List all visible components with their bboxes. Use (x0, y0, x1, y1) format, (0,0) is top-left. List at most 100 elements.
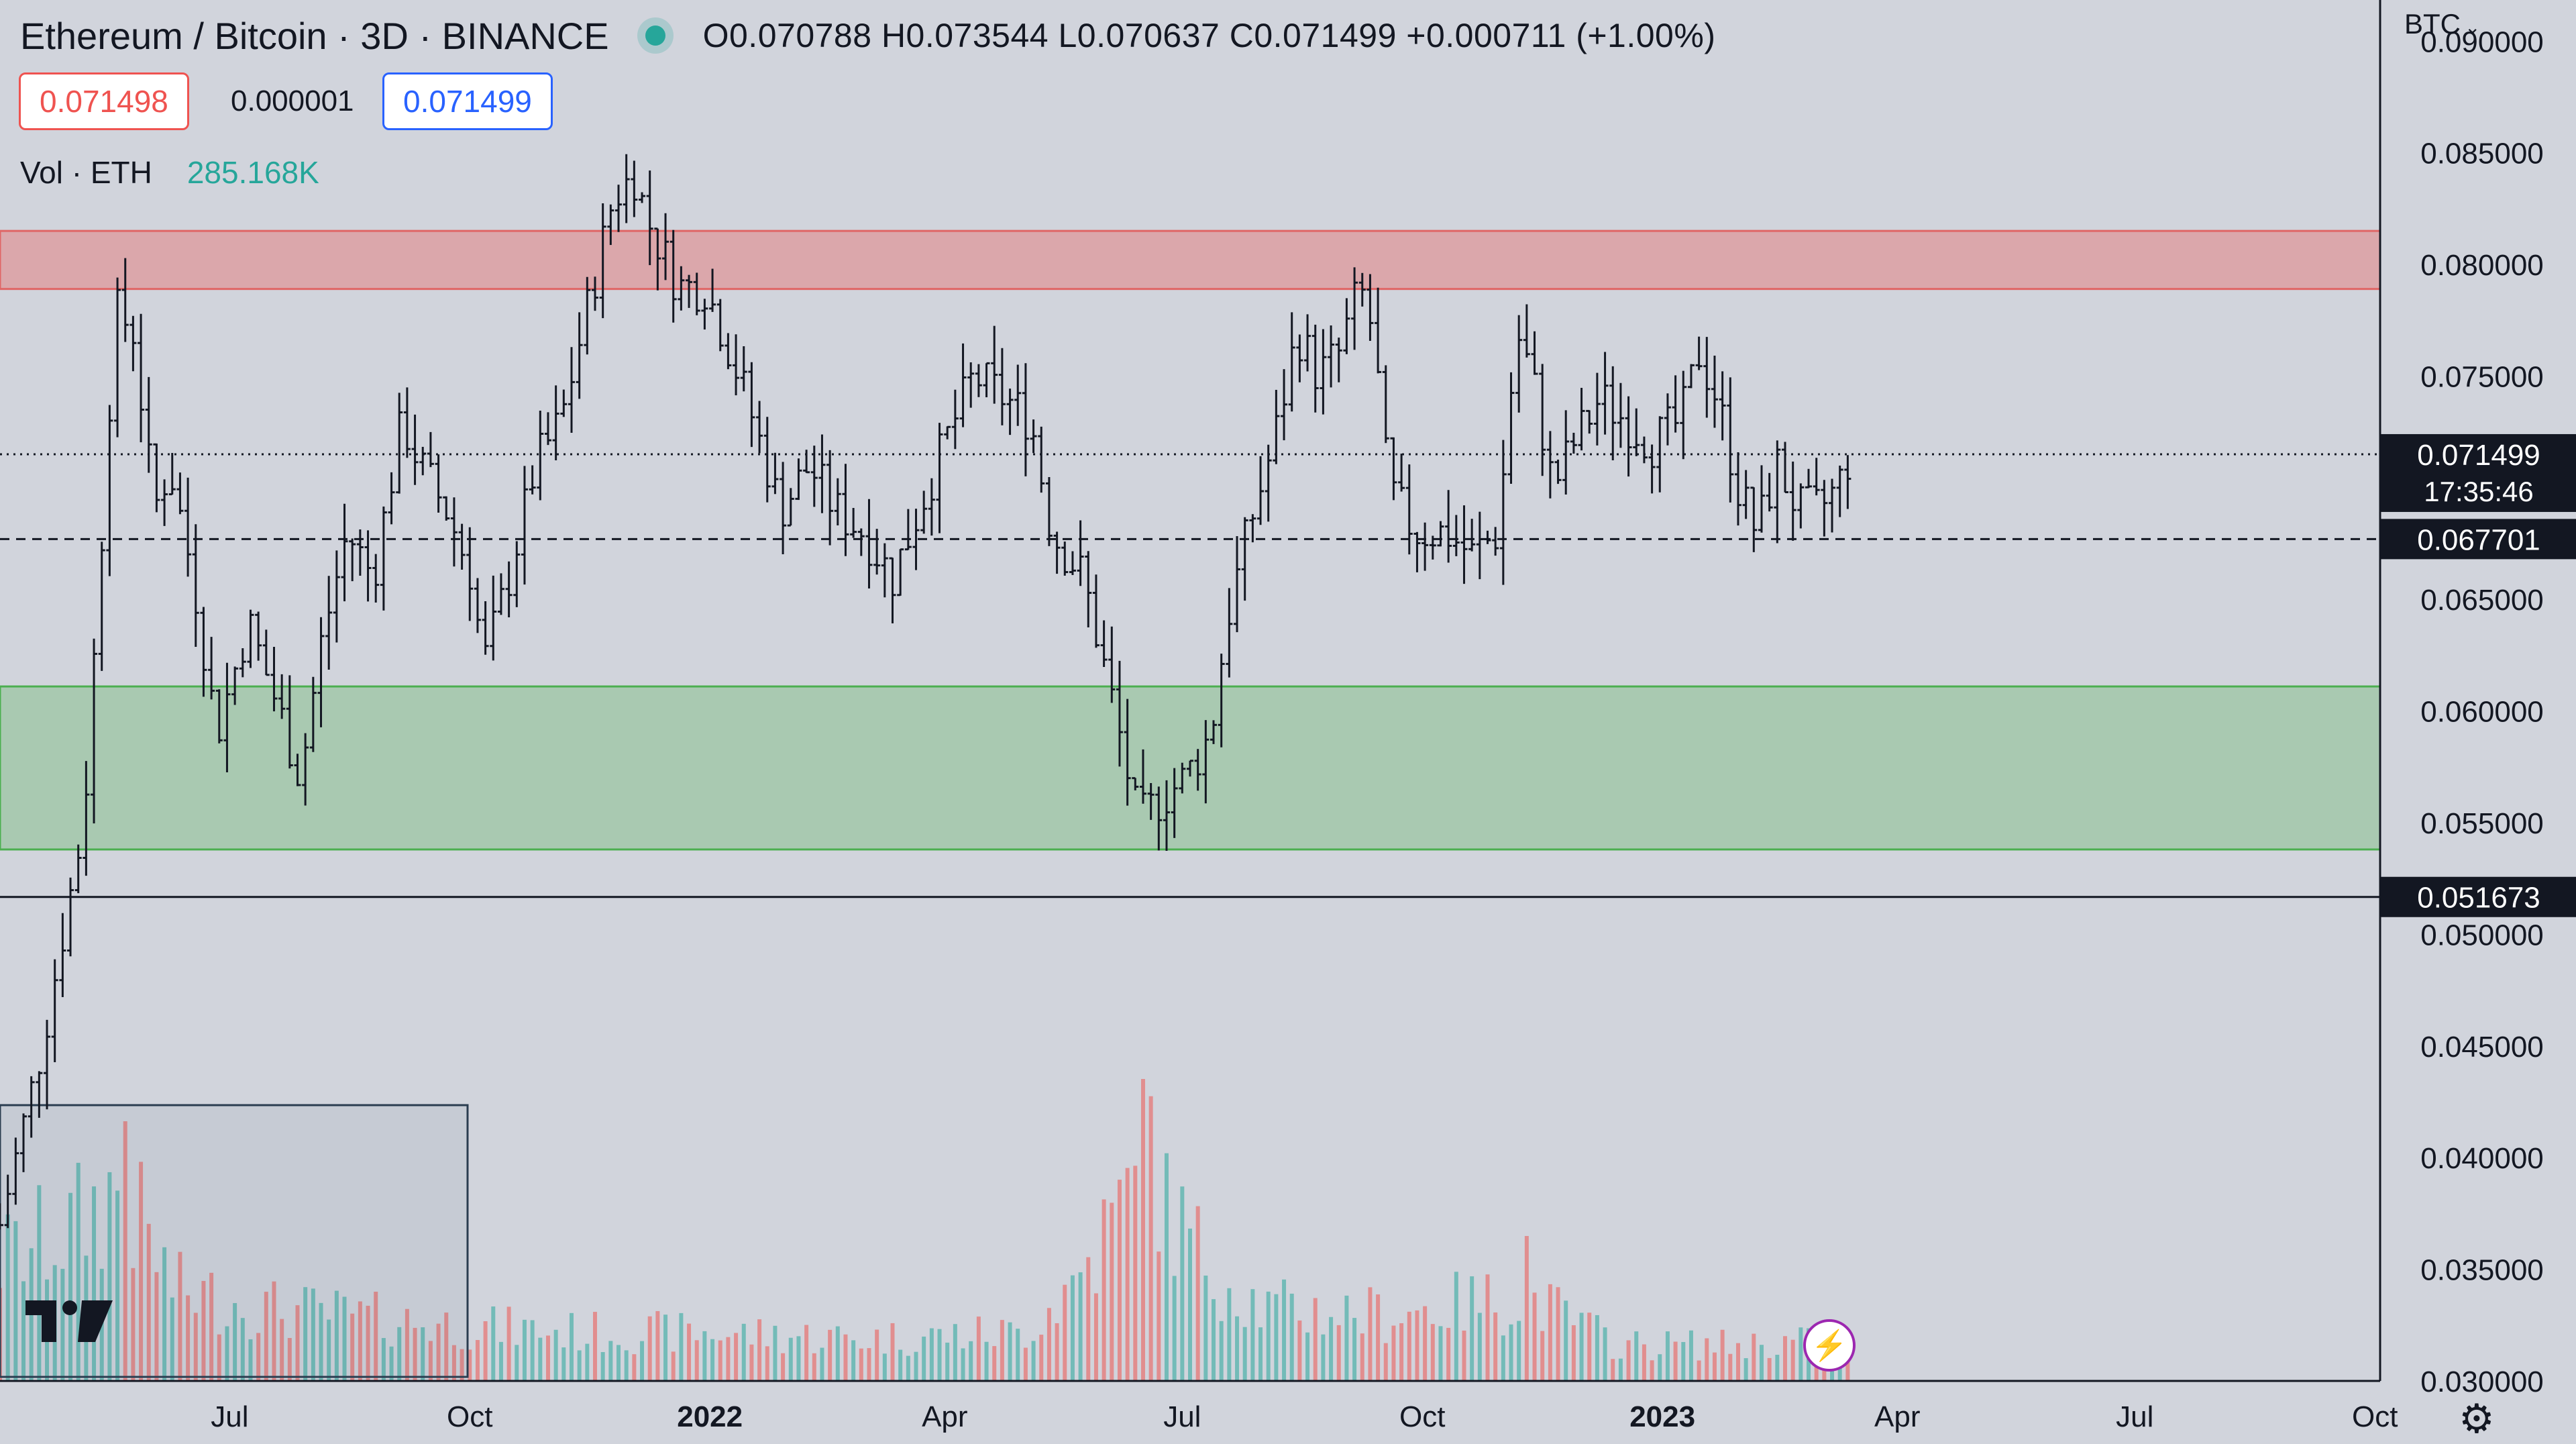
ohlc-bar (44, 1019, 51, 1110)
volume-bar (1579, 1312, 1584, 1381)
ohlc-bar (1288, 312, 1295, 412)
ohlc-bar (631, 160, 638, 217)
volume-bar (1673, 1341, 1678, 1381)
time-tick-label: Oct (447, 1400, 492, 1433)
ohlc-bar (168, 453, 176, 496)
ohlc-bar (928, 478, 935, 536)
volume-legend[interactable]: Vol · ETH 285.168K (20, 154, 319, 191)
price-line-label: 0.067701 (2417, 523, 2540, 556)
ohlc-bar (396, 393, 403, 494)
price-tick-label: 0.030000 (2420, 1365, 2544, 1398)
ohlc-bar (380, 506, 387, 611)
buy-price-button[interactable]: 0.071499 (382, 72, 553, 130)
time-tick-label: Apr (922, 1400, 967, 1433)
volume-bar (1180, 1186, 1185, 1381)
volume-bar (812, 1353, 816, 1381)
ohlc-bar (897, 548, 904, 597)
volume-bar (1321, 1334, 1326, 1381)
ohlc-bar (678, 266, 685, 311)
volume-bar (154, 1272, 159, 1381)
volume-bar (76, 1162, 80, 1381)
sell-price-button[interactable]: 0.071498 (19, 72, 189, 130)
ohlc-bar (733, 334, 740, 396)
volume-bar (1454, 1272, 1458, 1381)
ohlc-bar (998, 348, 1006, 425)
volume-bar (773, 1325, 777, 1381)
ohlc-bar (286, 675, 293, 769)
volume-bar (1157, 1251, 1161, 1381)
ohlc-bar (1100, 620, 1108, 668)
ohlc-bar (1531, 331, 1538, 375)
ohlc-bar (333, 550, 340, 643)
volume-bar (1611, 1359, 1615, 1381)
volume-bar (600, 1351, 605, 1381)
ohlc-bar (1476, 511, 1483, 580)
volume-bar (225, 1326, 229, 1381)
price-axis-ticks: 0.0900000.0850000.0800000.0750000.070000… (2420, 25, 2544, 1398)
volume-bar (1031, 1341, 1036, 1381)
volume-bar (491, 1306, 496, 1381)
ohlc-bar (1601, 352, 1609, 435)
volume-bar (1650, 1360, 1654, 1381)
tradingview-logo-icon[interactable] (25, 1295, 113, 1349)
currency-selector[interactable]: BTC ⌄ (2404, 8, 2480, 40)
volume-bar (131, 1268, 136, 1381)
volume-bar (60, 1268, 65, 1381)
price-tick-label: 0.050000 (2420, 919, 2544, 951)
lightning-icon[interactable]: ⚡ (1803, 1319, 1856, 1372)
ohlc-bar (1782, 442, 1788, 493)
volume-bar (468, 1349, 472, 1381)
ohlc-bar (991, 325, 998, 404)
volume-bar (757, 1319, 762, 1381)
ohlc-bar (1328, 325, 1335, 388)
symbol-title[interactable]: Ethereum / Bitcoin · 3D · BINANCE (20, 14, 609, 57)
ohlc-bar (1163, 780, 1170, 852)
ohlc-bar (1281, 369, 1288, 441)
ohlc-bar (129, 315, 137, 372)
ohlc-bar (67, 877, 74, 957)
ohlc-bar (1014, 364, 1022, 426)
volume-bar (898, 1349, 903, 1381)
volume-bar (788, 1337, 793, 1381)
ohlc-bar (231, 666, 239, 705)
ohlc-bar (1734, 452, 1741, 526)
volume-bar (5, 1214, 10, 1381)
ohlc-bar (1226, 588, 1233, 678)
ohlc-bar (669, 229, 677, 323)
ohlc-bar (1460, 505, 1468, 584)
volume-bar (327, 1319, 331, 1381)
ohlc-bar (262, 629, 270, 676)
ohlc-bar (1218, 654, 1225, 747)
settings-gear-icon[interactable]: ⚙ (2459, 1396, 2495, 1441)
ohlc-bar (1171, 768, 1178, 838)
countdown-label: 17:35:46 (2424, 476, 2534, 507)
volume-bar (1720, 1329, 1725, 1381)
volume-bar (146, 1223, 151, 1381)
resistance-zone[interactable] (0, 229, 2381, 291)
volume-bar (734, 1333, 739, 1381)
volume-bar (13, 1221, 18, 1381)
ohlc-bar (1320, 329, 1327, 415)
time-tick-label: Oct (2352, 1400, 2398, 1433)
volume-bar (992, 1346, 997, 1381)
ohlc-bar (1030, 419, 1037, 454)
selection-rectangle[interactable] (0, 1104, 469, 1378)
ohlc-bar (740, 346, 747, 392)
ohlc-bar (1234, 535, 1241, 633)
volume-bar (193, 1312, 198, 1381)
volume-bar (1391, 1325, 1396, 1381)
ohlc-bar (1656, 416, 1664, 493)
ohlc-bar (623, 154, 630, 223)
ohlc-bar (701, 299, 708, 330)
ohlc-bar (247, 609, 254, 668)
volume-bar (820, 1347, 824, 1381)
ohlc-bar (1108, 626, 1116, 703)
volume-bar (961, 1348, 965, 1381)
volume-bar (92, 1186, 97, 1381)
volume-bar (976, 1317, 981, 1381)
volume-bar (1681, 1342, 1686, 1381)
volume-bar (1305, 1332, 1310, 1381)
ohlc-bar (1452, 515, 1460, 556)
volume-bar (1242, 1327, 1247, 1381)
